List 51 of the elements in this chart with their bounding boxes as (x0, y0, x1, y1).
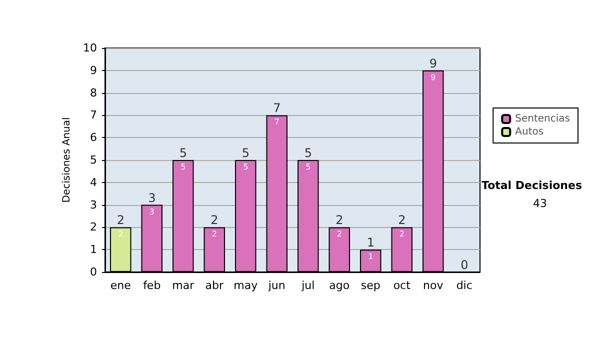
total-label: 1 (366, 236, 374, 250)
data-label: 3 (149, 207, 154, 216)
y-axis-title: Decisiones Anual (62, 117, 73, 203)
legend-label: Sentencias (515, 114, 570, 124)
y-tick-label: 5 (90, 154, 97, 166)
y-tick-label: 4 (90, 176, 97, 189)
y-tick-label: 1 (90, 243, 97, 256)
y-tick-label: 2 (90, 220, 97, 234)
total-label: 7 (273, 101, 281, 116)
data-label: 2 (336, 230, 342, 239)
total-label: 5 (304, 146, 312, 160)
data-label: 2 (399, 230, 404, 239)
total-label: 2 (210, 213, 218, 228)
data-label: 5 (180, 162, 186, 172)
text: 43 (533, 197, 548, 210)
total-label: 2 (116, 213, 124, 228)
x-tick-label: dic (456, 279, 472, 292)
x-tick-label: abr (205, 279, 224, 292)
x-tick-label: oct (393, 279, 412, 292)
x-tick-label: ago (329, 279, 350, 292)
x-tick-label: ene (110, 279, 132, 292)
legend-label: Autos (515, 126, 544, 138)
y-tick-label: 10 (83, 42, 97, 54)
data-label: 9 (430, 72, 436, 82)
data-label: 5 (306, 162, 311, 172)
x-tick-label: feb (143, 279, 161, 292)
x-tick-label: mar (172, 279, 195, 292)
data-label: 2 (118, 230, 124, 239)
data-label: 1 (368, 252, 374, 262)
total-label: 2 (336, 213, 344, 228)
y-tick-label: 6 (90, 131, 97, 144)
data-label: 7 (274, 118, 280, 127)
x-tick-label: may (234, 279, 258, 292)
y-tick-label: 9 (90, 64, 97, 77)
x-tick-label: sep (360, 279, 380, 292)
y-tick-label: 7 (90, 108, 97, 122)
y-tick-label: 0 (90, 266, 97, 278)
total-label: 9 (429, 56, 437, 70)
total-label: 2 (398, 213, 406, 228)
x-tick-label: jun (267, 279, 286, 292)
y-tick-label: 3 (90, 198, 97, 212)
data-label: 2 (212, 230, 217, 239)
x-tick-label: nov (423, 279, 444, 292)
data-label: 5 (243, 162, 248, 172)
total-label: 5 (179, 146, 187, 160)
text: 0 (460, 258, 468, 272)
text: Total Decisiones (482, 179, 582, 192)
total-label: 5 (242, 146, 250, 160)
y-tick-label: 8 (90, 86, 97, 100)
total-label: 3 (148, 190, 156, 205)
x-tick-label: jul (300, 279, 315, 292)
